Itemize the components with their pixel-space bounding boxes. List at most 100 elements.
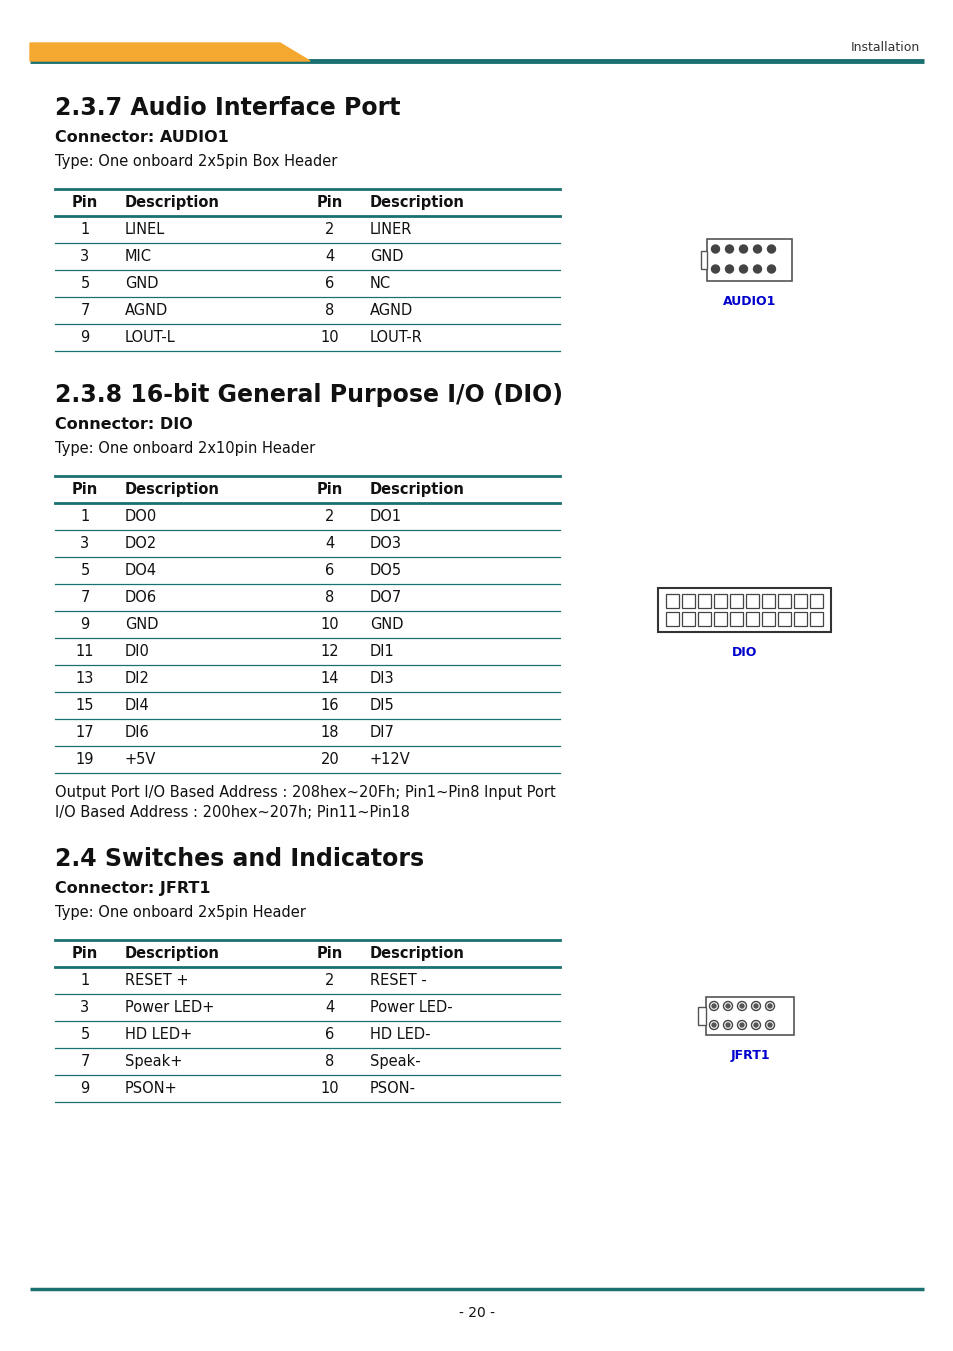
Circle shape: [753, 1004, 758, 1008]
Text: HD LED-: HD LED-: [370, 1027, 430, 1042]
Text: DO6: DO6: [125, 590, 157, 605]
Text: GND: GND: [370, 617, 403, 632]
Bar: [666, 612, 679, 626]
Circle shape: [724, 265, 733, 273]
Text: GND: GND: [125, 276, 158, 290]
Text: 19: 19: [75, 753, 94, 767]
Text: DO5: DO5: [370, 563, 402, 578]
Circle shape: [739, 265, 747, 273]
Text: I/O Based Address : 200hex~207h; Pin11~Pin18: I/O Based Address : 200hex~207h; Pin11~P…: [55, 805, 410, 820]
Text: GND: GND: [370, 249, 403, 263]
Text: Pin: Pin: [316, 195, 343, 209]
Text: Type: One onboard 2x5pin Box Header: Type: One onboard 2x5pin Box Header: [55, 154, 337, 169]
Text: PSON+: PSON+: [125, 1081, 177, 1096]
Circle shape: [740, 1023, 743, 1027]
Text: Description: Description: [370, 195, 464, 209]
Bar: [698, 612, 711, 626]
Text: DI7: DI7: [370, 725, 395, 740]
Text: Type: One onboard 2x5pin Header: Type: One onboard 2x5pin Header: [55, 905, 306, 920]
Text: LOUT-R: LOUT-R: [370, 330, 422, 345]
Text: DIO: DIO: [732, 647, 757, 659]
Text: 8: 8: [325, 1054, 335, 1069]
Text: 9: 9: [80, 617, 90, 632]
Text: 6: 6: [325, 563, 335, 578]
Text: 7: 7: [80, 303, 90, 317]
Text: 2: 2: [325, 509, 335, 524]
Text: 4: 4: [325, 1000, 335, 1015]
Bar: [698, 593, 711, 608]
Bar: [658, 588, 831, 631]
Circle shape: [767, 1023, 771, 1027]
Polygon shape: [30, 43, 310, 61]
Text: DI3: DI3: [370, 671, 395, 686]
Text: 18: 18: [320, 725, 339, 740]
Circle shape: [764, 1001, 774, 1011]
Bar: [698, 1006, 705, 1025]
Text: Pin: Pin: [71, 946, 98, 961]
Text: Type: One onboard 2x10pin Header: Type: One onboard 2x10pin Header: [55, 440, 314, 457]
Text: 2: 2: [325, 222, 335, 236]
Text: Speak+: Speak+: [125, 1054, 182, 1069]
Text: JFRT1: JFRT1: [729, 1048, 769, 1062]
Text: 7: 7: [80, 590, 90, 605]
Text: GND: GND: [125, 617, 158, 632]
Text: 10: 10: [320, 330, 339, 345]
Circle shape: [722, 1020, 732, 1029]
Text: Installation: Installation: [850, 41, 919, 54]
Text: LINER: LINER: [370, 222, 412, 236]
Text: 10: 10: [320, 1081, 339, 1096]
Bar: [714, 593, 727, 608]
Text: Description: Description: [370, 482, 464, 497]
Text: 6: 6: [325, 276, 335, 290]
Text: 10: 10: [320, 617, 339, 632]
Bar: [681, 593, 695, 608]
Text: AGND: AGND: [370, 303, 413, 317]
Text: - 20 -: - 20 -: [458, 1306, 495, 1320]
Circle shape: [724, 245, 733, 253]
Text: +5V: +5V: [125, 753, 156, 767]
Circle shape: [737, 1001, 745, 1011]
Bar: [730, 593, 742, 608]
Text: 2: 2: [325, 973, 335, 988]
Text: 1: 1: [80, 509, 90, 524]
Bar: [810, 593, 822, 608]
Text: 3: 3: [80, 1000, 90, 1015]
Circle shape: [751, 1020, 760, 1029]
Text: 5: 5: [80, 1027, 90, 1042]
Text: Power LED+: Power LED+: [125, 1000, 214, 1015]
Text: DI6: DI6: [125, 725, 150, 740]
Text: 11: 11: [75, 644, 94, 659]
Bar: [681, 612, 695, 626]
Text: Connector: AUDIO1: Connector: AUDIO1: [55, 130, 229, 145]
Text: Pin: Pin: [316, 946, 343, 961]
Bar: [778, 593, 791, 608]
Text: 4: 4: [325, 249, 335, 263]
Bar: [810, 612, 822, 626]
Text: 1: 1: [80, 973, 90, 988]
Bar: [666, 593, 679, 608]
Text: RESET -: RESET -: [370, 973, 426, 988]
Text: 20: 20: [320, 753, 339, 767]
Text: Connector: DIO: Connector: DIO: [55, 417, 193, 432]
Text: 7: 7: [80, 1054, 90, 1069]
Text: DI0: DI0: [125, 644, 150, 659]
Text: Speak-: Speak-: [370, 1054, 420, 1069]
Bar: [707, 239, 792, 281]
Bar: [705, 997, 793, 1035]
Bar: [730, 612, 742, 626]
Text: DI2: DI2: [125, 671, 150, 686]
Circle shape: [725, 1023, 729, 1027]
Text: NC: NC: [370, 276, 391, 290]
Circle shape: [767, 265, 775, 273]
Text: LOUT-L: LOUT-L: [125, 330, 175, 345]
Text: DI1: DI1: [370, 644, 395, 659]
Circle shape: [767, 1004, 771, 1008]
Text: RESET +: RESET +: [125, 973, 189, 988]
Text: DO4: DO4: [125, 563, 157, 578]
Text: 17: 17: [75, 725, 94, 740]
Text: 2.3.8 16-bit General Purpose I/O (DIO): 2.3.8 16-bit General Purpose I/O (DIO): [55, 382, 562, 407]
Circle shape: [722, 1001, 732, 1011]
Text: DI5: DI5: [370, 698, 395, 713]
Text: 8: 8: [325, 590, 335, 605]
Circle shape: [711, 1023, 716, 1027]
